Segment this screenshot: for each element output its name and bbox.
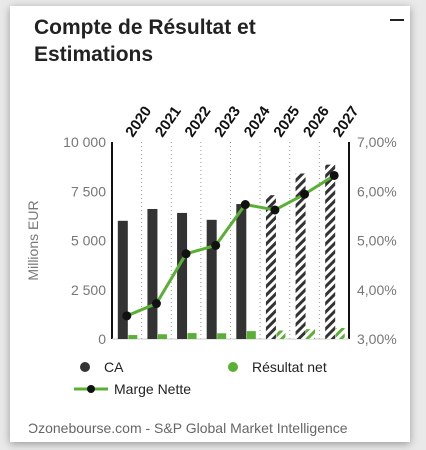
income-chart: 0 2 500 5 000 7 500 10 000 3,00% 4,00% 5,00% 6,0… (25, 103, 397, 347)
bar-resultat-net-2021 (157, 334, 167, 339)
legend-marge-nette[interactable]: Marge Nette (74, 381, 191, 397)
y-right-tick-label: 3,00% (357, 331, 397, 347)
chart-title: Compte de Résultat et Estimations (34, 16, 256, 66)
year-label-2022: 2022 (181, 103, 214, 140)
point-marge-nette-2021 (151, 299, 161, 309)
chart-card: Compte de Résultat et Estimations 0 2 500… (10, 6, 410, 442)
y-left-tick-label: 7 500 (71, 183, 106, 199)
bar-ca-2020 (117, 220, 128, 339)
year-label-2026: 2026 (300, 103, 333, 140)
year-label-2023: 2023 (211, 103, 244, 140)
source-footer: Ɔzonebourse.com - S&P Global Market Inte… (28, 420, 348, 436)
legend-resultat-net[interactable]: Résultat net (228, 359, 327, 375)
bar-resultat-net-2024 (246, 331, 256, 339)
legend-resultat-net-label: Résultat net (252, 359, 327, 375)
minimize-icon[interactable] (390, 19, 404, 21)
bar-ca-2024 (236, 204, 247, 339)
bar-ca-2025 (265, 195, 276, 339)
point-marge-nette-2025 (270, 205, 280, 215)
bar-resultat-net-2020 (128, 335, 138, 339)
legend-marge-nette-line (74, 385, 108, 393)
bar-ca-2027 (325, 164, 336, 339)
point-marge-nette-2027 (329, 170, 339, 180)
bar-resultat-net-2022 (187, 333, 197, 339)
line-marge-nette (126, 174, 335, 318)
y-left-tick-label: 2 500 (71, 282, 106, 298)
bar-ca-2021 (147, 208, 158, 339)
point-marge-nette-2023 (211, 240, 221, 250)
point-marge-nette-2022 (181, 249, 191, 259)
y-right-tick-label: 6,00% (357, 183, 397, 199)
bar-resultat-net-2025 (276, 330, 286, 339)
bar-ca-2023 (206, 219, 217, 339)
bar-resultat-net-2027 (335, 327, 345, 339)
point-marge-nette-2024 (240, 200, 250, 210)
point-marge-nette-2026 (300, 189, 310, 199)
legend-ca-dot (80, 362, 90, 372)
y-right-tick-label: 4,00% (357, 282, 397, 298)
y-left-tick-label: 0 (98, 331, 106, 347)
y-axis-label: Millions EUR (25, 200, 41, 280)
year-label-2020: 2020 (122, 103, 155, 140)
y-right-tick-label: 5,00% (357, 233, 397, 249)
legend-ca[interactable]: CA (80, 359, 123, 375)
legend-ca-label: CA (104, 359, 124, 375)
y-left-tick-label: 10 000 (63, 134, 106, 150)
bar-resultat-net-2026 (306, 329, 316, 339)
bar-ca-2022 (177, 212, 188, 339)
year-label-2021: 2021 (152, 103, 185, 140)
bar-resultat-net-2023 (217, 333, 227, 339)
legend-marge-nette-label: Marge Nette (114, 381, 192, 397)
year-label-2025: 2025 (270, 103, 303, 140)
bar-ca-2026 (295, 173, 306, 339)
point-marge-nette-2020 (122, 311, 132, 321)
legend-resultat-net-dot (228, 362, 238, 372)
year-label-2024: 2024 (241, 103, 274, 141)
y-right-tick-label: 7,00% (357, 134, 397, 150)
y-left-tick-label: 5 000 (71, 233, 106, 249)
